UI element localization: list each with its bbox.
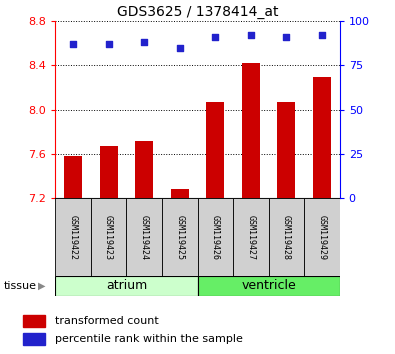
Text: percentile rank within the sample: percentile rank within the sample (55, 334, 243, 344)
Text: GSM119424: GSM119424 (140, 215, 149, 260)
Text: GSM119429: GSM119429 (318, 215, 326, 260)
Bar (277, 102, 295, 198)
Text: ▶: ▶ (38, 281, 45, 291)
Bar (242, 63, 260, 198)
Text: GSM119428: GSM119428 (282, 215, 291, 260)
FancyBboxPatch shape (55, 198, 91, 276)
FancyBboxPatch shape (126, 198, 162, 276)
Text: GSM119426: GSM119426 (211, 215, 220, 260)
Text: ventricle: ventricle (241, 279, 296, 292)
Bar (135, 141, 153, 198)
Point (70, 41, 76, 47)
Point (141, 40, 147, 45)
Bar (206, 102, 224, 198)
FancyBboxPatch shape (304, 198, 340, 276)
Text: atrium: atrium (106, 279, 147, 292)
Bar (100, 146, 118, 198)
Bar (23, 333, 45, 345)
Bar (64, 156, 82, 198)
Point (105, 41, 112, 47)
FancyBboxPatch shape (91, 198, 126, 276)
Point (248, 33, 254, 38)
Point (319, 33, 325, 38)
Text: transformed count: transformed count (55, 316, 159, 326)
FancyBboxPatch shape (198, 198, 233, 276)
Bar (171, 189, 189, 198)
Point (212, 34, 218, 40)
Text: GSM119423: GSM119423 (104, 215, 113, 260)
FancyBboxPatch shape (269, 198, 304, 276)
Point (283, 34, 290, 40)
Bar (313, 76, 331, 198)
Title: GDS3625 / 1378414_at: GDS3625 / 1378414_at (117, 5, 278, 19)
Text: GSM119422: GSM119422 (69, 215, 77, 260)
Point (177, 45, 183, 51)
FancyBboxPatch shape (162, 198, 198, 276)
FancyBboxPatch shape (233, 198, 269, 276)
FancyBboxPatch shape (55, 276, 198, 296)
Text: GSM119427: GSM119427 (246, 215, 255, 260)
FancyBboxPatch shape (198, 276, 340, 296)
Text: GSM119425: GSM119425 (175, 215, 184, 260)
Text: tissue: tissue (4, 281, 37, 291)
Bar (23, 315, 45, 327)
